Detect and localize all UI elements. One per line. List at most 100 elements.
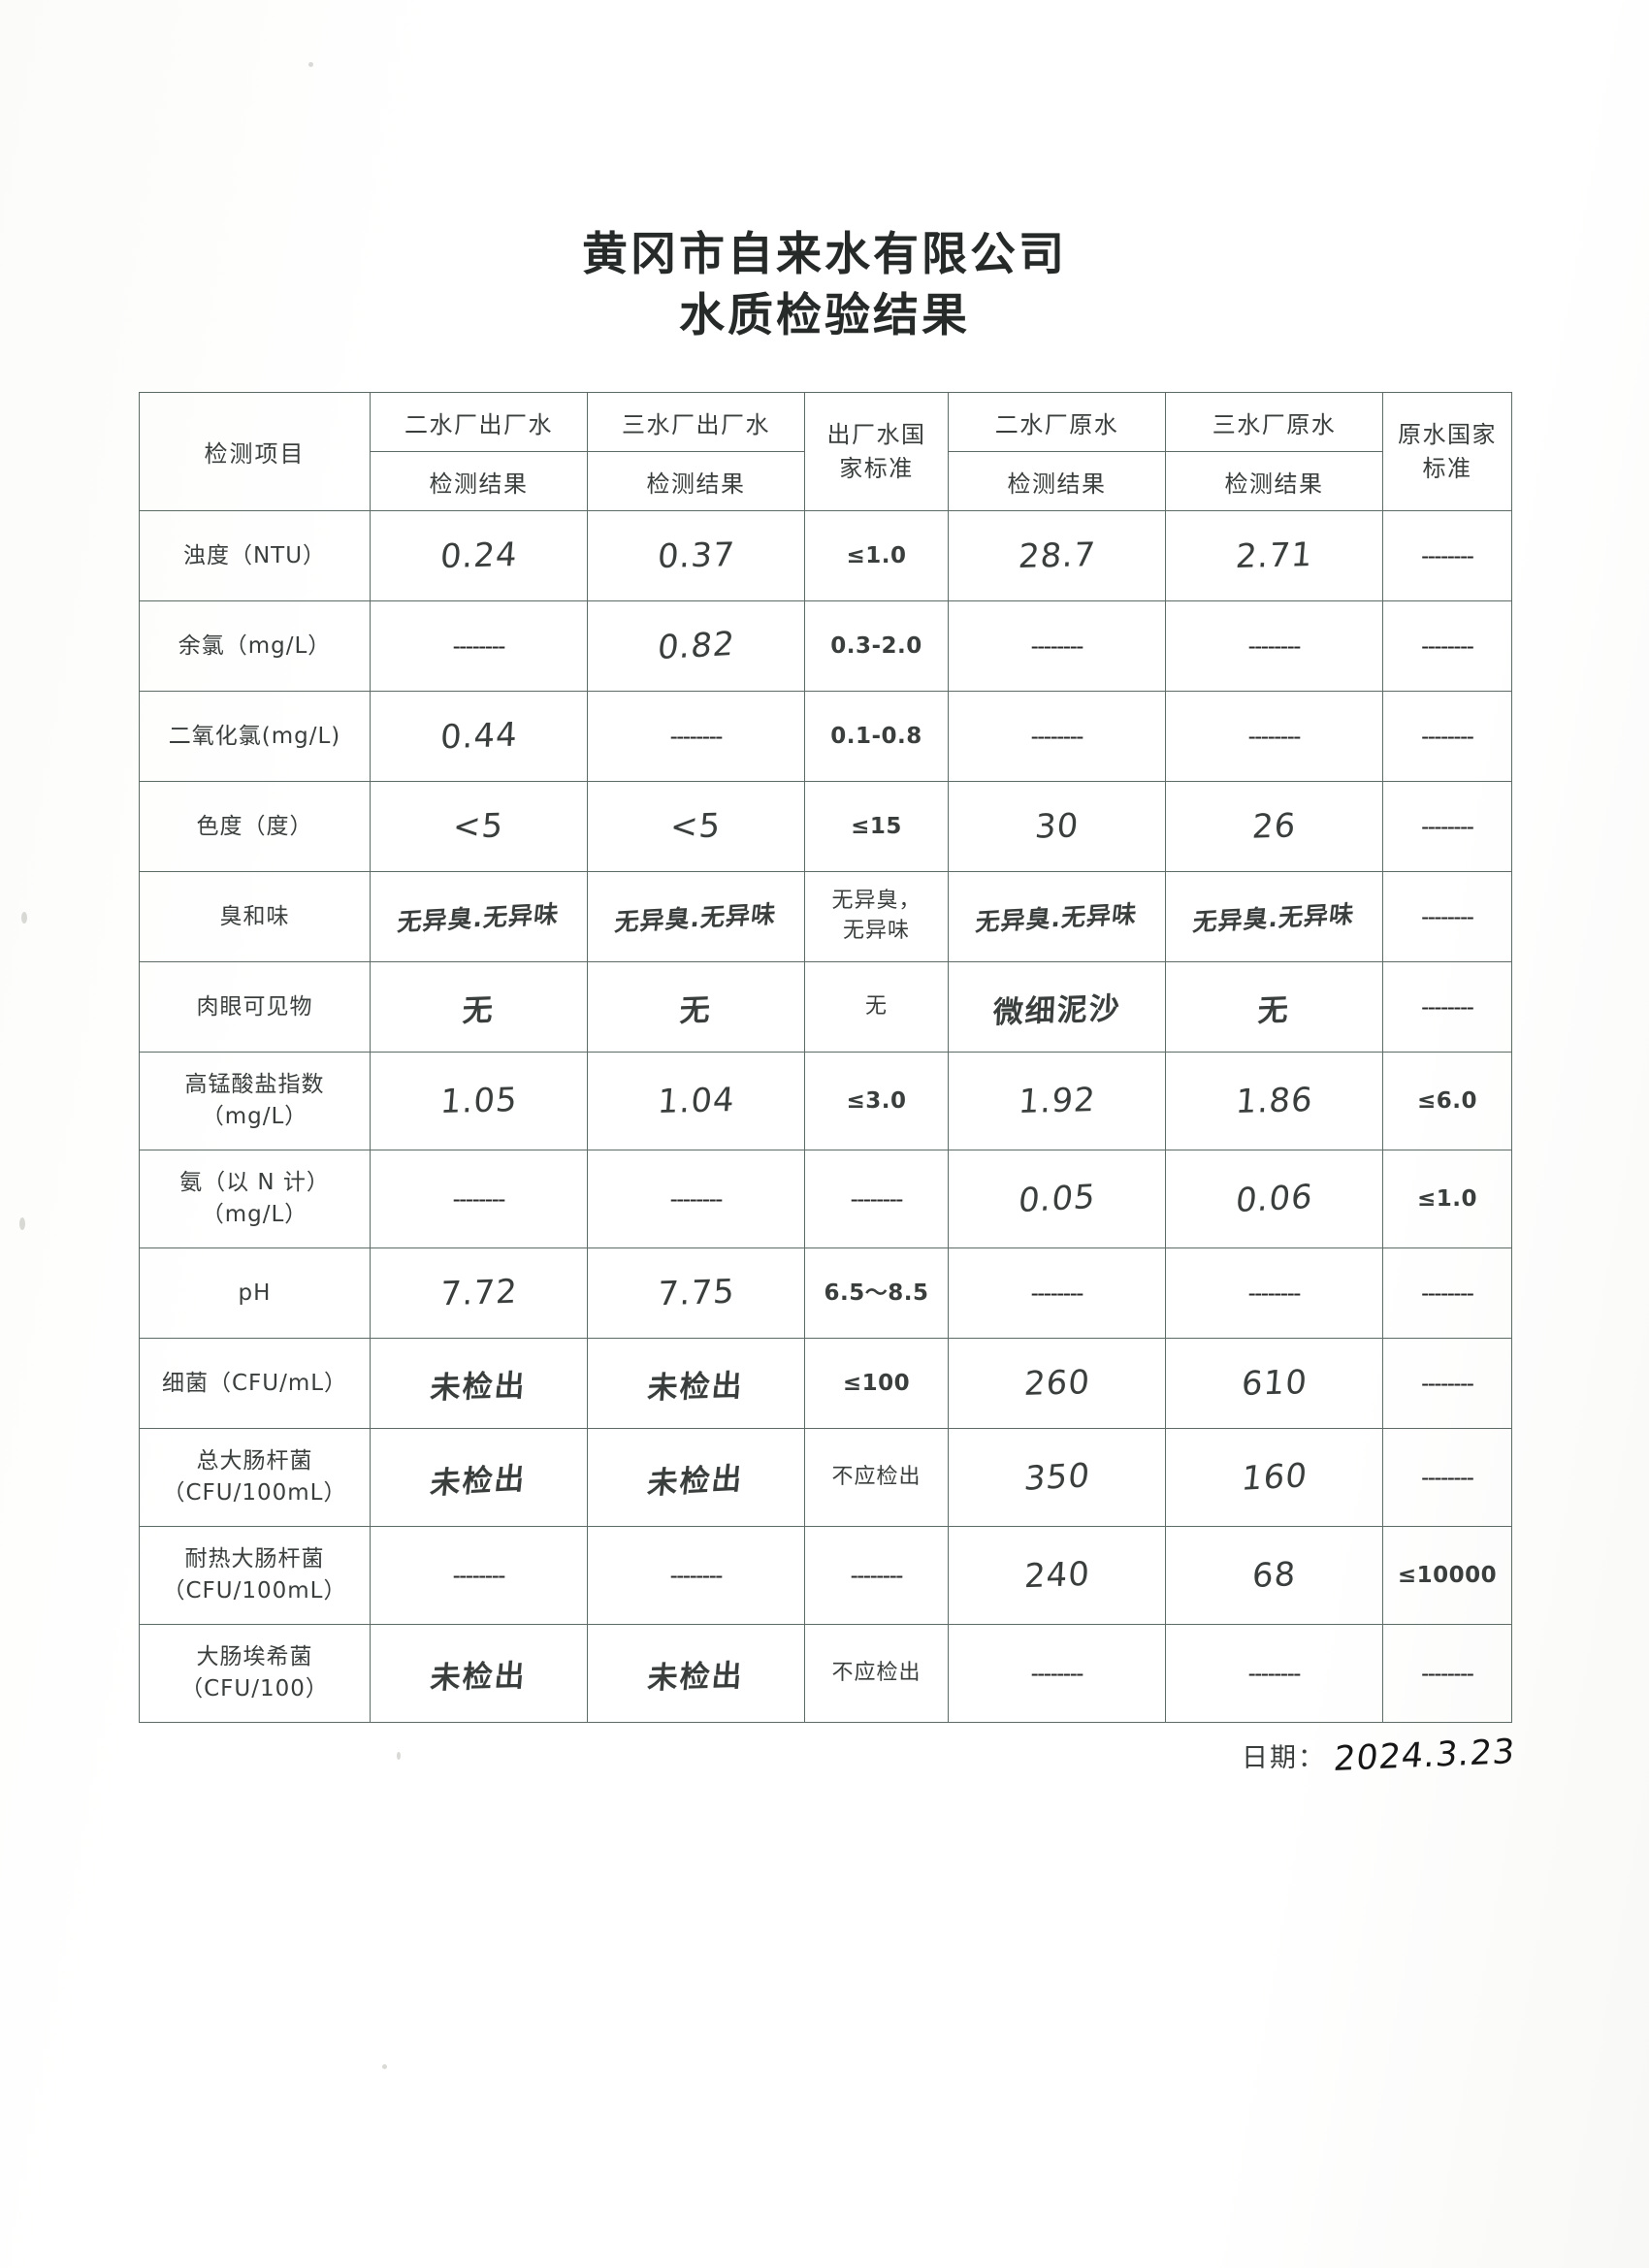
water-quality-table: 检测项目 二水厂出厂水 三水厂出厂水 出厂水国 家标准 二水厂原水 三水厂原水 … <box>139 392 1512 1723</box>
item-name-unit: （mg/L） <box>201 1202 308 1227</box>
header-sub-plant3-outlet: 检测结果 <box>587 451 805 511</box>
empty-dash-mark: -------- <box>1421 1660 1473 1685</box>
cell-plant3_raw: 0.06 <box>1165 1150 1383 1248</box>
report-date: 日期： 2024.3.23 <box>1242 1733 1517 1779</box>
cell-plant2_out: 未检出 <box>370 1338 588 1429</box>
cell-item-name: 大肠埃希菌 （CFU/100） <box>139 1624 371 1723</box>
cell-plant3_raw: 无异臭.无异味 <box>1165 871 1383 962</box>
cell-plant3_out: -------- <box>587 691 805 782</box>
cell-plant3_out: 未检出 <box>587 1338 805 1429</box>
empty-dash-mark: -------- <box>452 633 505 658</box>
standard-line: 无异味 <box>842 919 910 943</box>
cell-raw-standard: -------- <box>1382 691 1512 782</box>
cell-plant2_out: -------- <box>370 1526 588 1625</box>
cell-raw-standard: -------- <box>1382 781 1512 872</box>
item-name-main: 大肠埃希菌 <box>196 1644 313 1670</box>
cell-plant3_raw: 1.86 <box>1165 1052 1383 1150</box>
cell-raw-standard: -------- <box>1382 1247 1512 1339</box>
handwritten-value: 无异臭.无异味 <box>396 899 562 937</box>
table-row: 大肠埃希菌 （CFU/100） 未检出 未检出 不应检出 -------- --------… <box>139 1624 1512 1723</box>
item-name-unit: （CFU/100） <box>180 1676 329 1701</box>
cell-plant3_out: 无 <box>587 961 805 1053</box>
table-header: 检测项目 二水厂出厂水 三水厂出厂水 出厂水国 家标准 二水厂原水 三水厂原水 … <box>139 392 1512 511</box>
header-item-column: 检测项目 <box>139 392 371 511</box>
table-row: 浊度（NTU） 0.24 0.37 ≤1.0 28.7 2.71 -------- <box>139 510 1512 601</box>
empty-dash-mark: -------- <box>1030 1661 1083 1685</box>
item-name-main: 总大肠杆菌 <box>196 1448 313 1474</box>
cell-plant3_out: 0.82 <box>587 600 805 692</box>
cell-plant2_raw: 1.92 <box>948 1052 1166 1150</box>
cell-plant2_raw: -------- <box>948 1247 1166 1339</box>
standard-line: 0.1-0.8 <box>830 723 922 749</box>
cell-raw-standard: ≤6.0 <box>1382 1052 1512 1150</box>
cell-plant3_out: 未检出 <box>587 1624 805 1723</box>
cell-plant3_out: -------- <box>587 1526 805 1625</box>
handwritten-value: 260 <box>1021 1363 1092 1404</box>
item-name-main: 余氯（mg/L） <box>178 632 332 659</box>
cell-plant2_raw: 28.7 <box>948 510 1166 601</box>
handwritten-value: 1.05 <box>438 1080 519 1122</box>
cell-item-name: 肉眼可见物 <box>139 961 371 1053</box>
document-title: 黄冈市自来水有限公司 水质检验结果 <box>0 225 1649 347</box>
cell-plant2_raw: 无异臭.无异味 <box>948 871 1166 962</box>
item-name-unit: （mg/L） <box>201 1104 308 1129</box>
title-line-company: 黄冈市自来水有限公司 <box>582 228 1067 281</box>
cell-raw-standard: -------- <box>1382 1428 1512 1527</box>
header-raw-standard-line2: 标准 <box>1422 454 1472 482</box>
cell-plant2_raw: 微细泥沙 <box>948 961 1166 1053</box>
item-name-main: 细菌（CFU/mL） <box>161 1370 348 1396</box>
handwritten-value: 0.82 <box>655 624 737 668</box>
handwritten-value: 1.92 <box>1017 1080 1097 1122</box>
table-row: 高锰酸盐指数 （mg/L） 1.05 1.04 ≤3.0 1.92 1.86 ≤6.0 <box>139 1052 1512 1150</box>
cell-plant3_raw: 无 <box>1165 961 1383 1053</box>
handwritten-value: 无 <box>678 991 713 1029</box>
handwritten-value: 610 <box>1239 1363 1310 1404</box>
cell-plant2_out: 无异臭.无异味 <box>370 871 588 962</box>
cell-raw-standard: -------- <box>1382 600 1512 692</box>
cell-outlet-standard: 无异臭， 无异味 <box>804 871 949 962</box>
cell-plant3_raw: -------- <box>1165 1247 1383 1339</box>
title-line-report: 水质检验结果 <box>679 288 970 342</box>
cell-plant3_raw: -------- <box>1165 1624 1383 1723</box>
empty-dash-mark: -------- <box>1421 1464 1473 1489</box>
handwritten-value: 微细泥沙 <box>991 990 1122 1030</box>
header-sub-plant2-raw: 检测结果 <box>948 451 1166 511</box>
empty-dash-mark: -------- <box>850 1185 903 1211</box>
cell-plant2_raw: -------- <box>948 1624 1166 1723</box>
cell-outlet-standard: 不应检出 <box>804 1428 949 1527</box>
empty-dash-mark: -------- <box>1247 633 1301 658</box>
cell-plant3_out: 无异臭.无异味 <box>587 871 805 962</box>
cell-plant2_out: 0.24 <box>370 510 588 601</box>
handwritten-value: 未检出 <box>646 1658 746 1696</box>
handwritten-value: 未检出 <box>645 1460 746 1502</box>
handwritten-value: 160 <box>1239 1456 1310 1499</box>
cell-item-name: 高锰酸盐指数 （mg/L） <box>139 1052 371 1150</box>
cell-plant3_out: 1.04 <box>587 1052 805 1150</box>
cell-item-name: 臭和味 <box>139 871 371 962</box>
cell-outlet-standard: 0.1-0.8 <box>804 691 949 782</box>
item-name-main: 浊度（NTU） <box>182 542 327 568</box>
table-row: 二氧化氯(mg/L) 0.44 -------- 0.1-0.8 -------- ---… <box>139 691 1512 782</box>
empty-dash-mark: -------- <box>669 1186 723 1211</box>
cell-plant3_raw: 610 <box>1165 1338 1383 1429</box>
handwritten-value: 0.05 <box>1016 1177 1098 1221</box>
empty-dash-mark: -------- <box>1421 813 1473 838</box>
handwritten-value: 7.72 <box>438 1272 519 1314</box>
handwritten-value: 无异臭.无异味 <box>1191 899 1357 937</box>
cell-plant2_out: -------- <box>370 600 588 692</box>
cell-plant2_raw: 260 <box>948 1338 1166 1429</box>
cell-plant2_raw: -------- <box>948 691 1166 782</box>
cell-item-name: 氨（以 N 计） （mg/L） <box>139 1150 371 1248</box>
empty-dash-mark: -------- <box>669 1563 723 1587</box>
cell-raw-standard: -------- <box>1382 1338 1512 1429</box>
cell-outlet-standard: 无 <box>804 961 949 1053</box>
header-group-plant3-raw: 三水厂原水 <box>1165 392 1383 452</box>
handwritten-value: 0.37 <box>656 535 736 577</box>
standard-line: ≤100 <box>842 1370 911 1396</box>
cell-outlet-standard: ≤100 <box>804 1338 949 1429</box>
cell-item-name: 二氧化氯(mg/L) <box>139 691 371 782</box>
handwritten-value: 240 <box>1022 1554 1091 1597</box>
cell-outlet-standard: -------- <box>804 1150 949 1248</box>
item-name-main: 臭和味 <box>219 903 290 929</box>
standard-line: ≤1.0 <box>846 542 907 568</box>
